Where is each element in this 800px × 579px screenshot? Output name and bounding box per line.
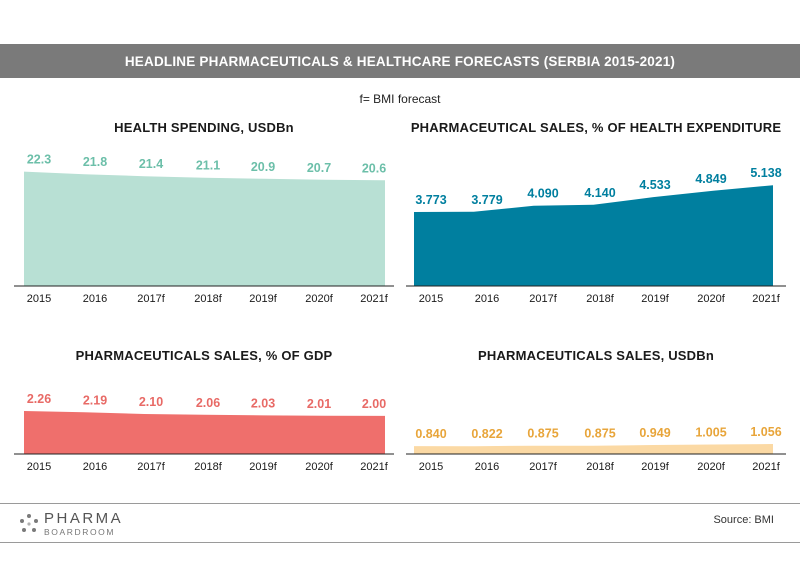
data-label: 21.1 <box>196 159 220 173</box>
x-tick-label: 2015 <box>419 461 443 473</box>
data-label: 20.7 <box>307 161 331 175</box>
data-label: 2.19 <box>83 393 107 407</box>
data-label: 1.056 <box>750 425 781 439</box>
chart-title: PHARMACEUTICALS SALES, % OF GDP <box>75 348 333 363</box>
chart-svg: 0.840 2015 0.822 2016 0.875 2017f 0.875 2018f 0.… <box>406 425 786 473</box>
header-banner: HEADLINE PHARMACEUTICALS & HEALTHCARE FO… <box>0 44 800 78</box>
x-tick-label: 2018f <box>194 293 222 305</box>
chart-title: HEALTH SPENDING, USDBn <box>114 120 294 135</box>
data-label: 22.3 <box>27 153 51 167</box>
data-label: 2.01 <box>307 397 331 411</box>
data-label: 4.090 <box>527 187 558 201</box>
data-label: 20.6 <box>362 161 386 175</box>
x-tick-label: 2019f <box>641 293 669 305</box>
data-label: 4.140 <box>584 186 615 200</box>
logo-wordmark-top: PHARMA <box>44 510 124 528</box>
x-tick-label: 2019f <box>249 461 277 473</box>
dots-logo-icon <box>20 514 38 532</box>
area-series <box>24 411 385 454</box>
data-label: 2.06 <box>196 396 220 410</box>
x-tick-label: 2020f <box>305 461 333 473</box>
pharma-boardroom-logo: PHARMA BOARDROOM <box>18 508 123 540</box>
area-series <box>24 171 385 286</box>
data-label: 0.822 <box>471 427 502 441</box>
x-tick-label: 2018f <box>194 461 222 473</box>
x-tick-label: 2020f <box>305 293 333 305</box>
x-tick-label: 2019f <box>249 293 277 305</box>
x-tick-label: 2016 <box>83 293 107 305</box>
data-label: 0.949 <box>639 426 670 440</box>
x-tick-label: 2017f <box>529 293 557 305</box>
x-tick-label: 2021f <box>360 293 388 305</box>
data-label: 2.00 <box>362 397 386 411</box>
x-tick-label: 2015 <box>27 293 51 305</box>
x-tick-label: 2019f <box>641 461 669 473</box>
x-tick-label: 2020f <box>697 293 725 305</box>
header-title: HEADLINE PHARMACEUTICALS & HEALTHCARE FO… <box>124 53 676 69</box>
area-series <box>414 185 773 286</box>
chart-svg: 2.26 2015 2.19 2016 2.10 2017f 2.06 2018f 2.03 20… <box>14 392 394 473</box>
data-label: 21.8 <box>83 155 107 169</box>
data-label: 3.779 <box>471 193 502 207</box>
x-tick-label: 2015 <box>27 461 51 473</box>
data-label: 0.840 <box>415 427 446 441</box>
chart-svg: 3.773 2015 3.779 2016 4.090 2017f 4.140 2018f 4.… <box>406 166 786 305</box>
x-tick-label: 2016 <box>475 461 499 473</box>
chart-title: PHARMACEUTICALS SALES, USDBn <box>478 348 714 363</box>
x-tick-label: 2017f <box>137 461 165 473</box>
data-label: 2.03 <box>251 396 275 410</box>
x-tick-label: 2018f <box>586 293 614 305</box>
chart-pharma-sales-pct-gdp: PHARMACEUTICALS SALES, % OF GDP 2.26 2015… <box>8 290 400 490</box>
logo-wordmark-bottom: BOARDROOM <box>44 527 116 538</box>
data-label: 21.4 <box>139 157 163 171</box>
data-label: 2.10 <box>139 395 163 409</box>
data-label: 2.26 <box>27 392 51 406</box>
chart-pharma-sales-pct-health: PHARMACEUTICAL SALES, % OF HEALTH EXPEND… <box>400 112 792 312</box>
x-tick-label: 2017f <box>529 461 557 473</box>
chart-title: PHARMACEUTICAL SALES, % OF HEALTH EXPEND… <box>410 120 782 135</box>
data-label: 20.9 <box>251 160 275 174</box>
source-note: Source: BMI <box>713 514 774 526</box>
area-series <box>414 444 773 454</box>
x-tick-label: 2015 <box>419 293 443 305</box>
data-label: 4.533 <box>639 178 670 192</box>
chart-pharma-sales-usd: PHARMACEUTICALS SALES, USDBn 0.840 2015 0.… <box>400 290 792 490</box>
chart-svg: 22.3 2015 21.8 2016 21.4 2017f 21.1 2018f 20.9 20… <box>14 153 394 305</box>
data-label: 3.773 <box>415 193 446 207</box>
x-tick-label: 2020f <box>697 461 725 473</box>
data-label: 5.138 <box>750 166 781 180</box>
chart-health-spending: HEALTH SPENDING, USDBn 22.3 2015 21.8 2016 2… <box>8 112 400 312</box>
x-tick-label: 2021f <box>752 461 780 473</box>
data-label: 0.875 <box>527 427 558 441</box>
x-tick-label: 2021f <box>360 461 388 473</box>
data-label: 0.875 <box>584 427 615 441</box>
x-tick-label: 2016 <box>475 293 499 305</box>
forecast-note: f= BMI forecast <box>359 92 441 106</box>
x-tick-label: 2016 <box>83 461 107 473</box>
footer-divider-bottom <box>0 542 800 543</box>
x-tick-label: 2017f <box>137 293 165 305</box>
x-tick-label: 2021f <box>752 293 780 305</box>
data-label: 1.005 <box>695 426 726 440</box>
data-label: 4.849 <box>695 172 726 186</box>
x-tick-label: 2018f <box>586 461 614 473</box>
footer-divider-top <box>0 503 800 504</box>
